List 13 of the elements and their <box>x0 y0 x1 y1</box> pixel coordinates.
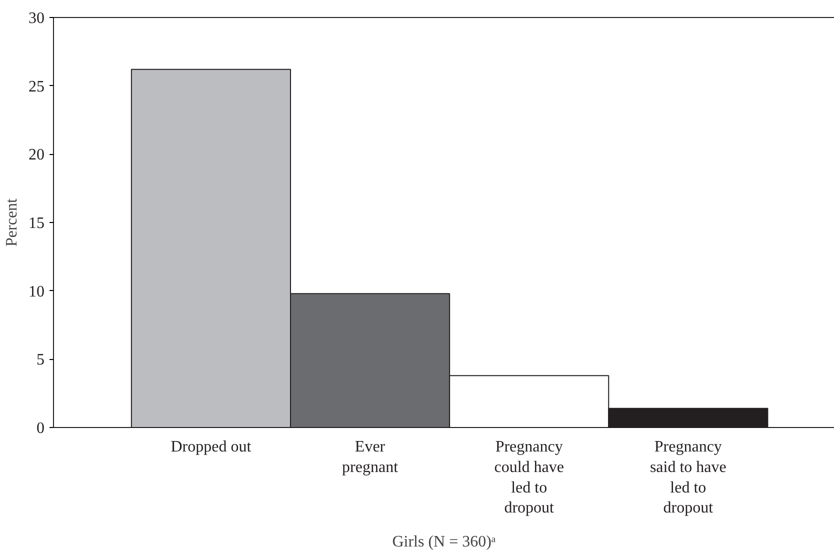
y-tick-label: 10 <box>28 283 44 300</box>
y-tick-label: 25 <box>28 78 44 96</box>
y-tick-label: 5 <box>36 352 44 369</box>
y-tick-label: 15 <box>28 215 44 232</box>
y-tick-label: 20 <box>28 146 44 164</box>
x-tick-label: Ever pregnant <box>342 438 399 476</box>
y-axis-title: Percent <box>4 198 20 246</box>
y-tick-label: 0 <box>36 420 44 437</box>
x-tick-label: Dropped out <box>170 438 252 456</box>
x-tick-label: Pregnancy could have led to dropout <box>494 438 564 517</box>
x-tick-label: Pregnancy said to have led to dropout <box>650 438 726 517</box>
x-axis-title: Girls (N = 360)ᵃ <box>392 534 496 551</box>
y-tick-label: 30 <box>28 10 44 27</box>
